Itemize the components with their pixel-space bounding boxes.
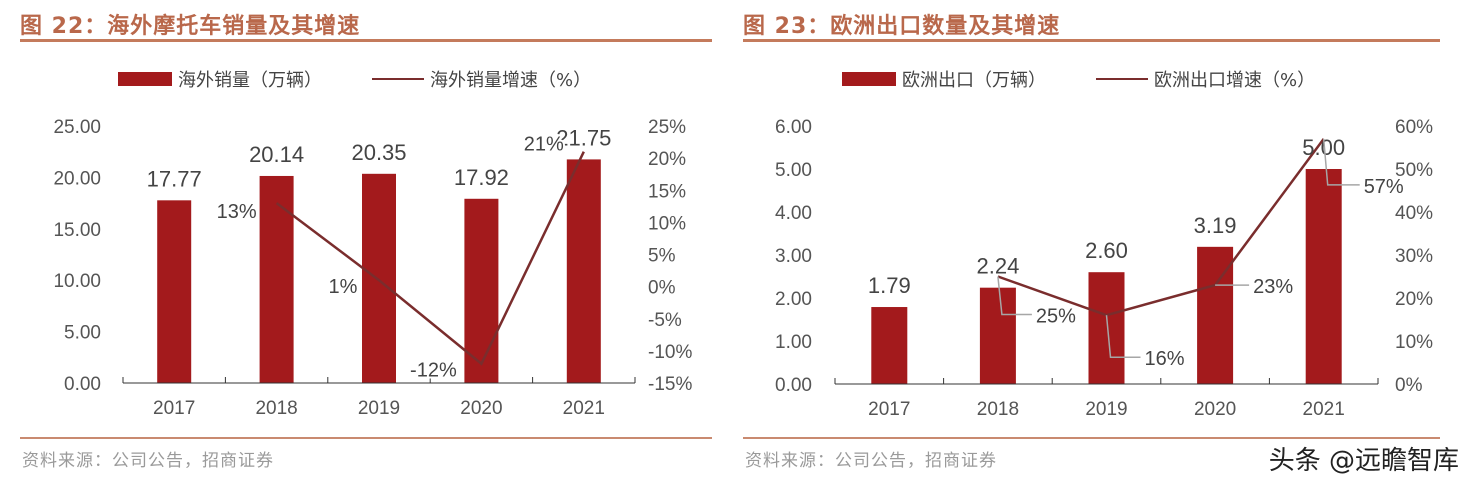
right-axis-tick: -10% xyxy=(648,342,692,363)
left-axis-tick: 15.00 xyxy=(53,220,101,241)
right-axis-tick: -15% xyxy=(648,374,692,395)
growth-line xyxy=(997,138,1325,317)
left-axis-tick: 0.00 xyxy=(775,375,812,396)
left-axis-tick: 4.00 xyxy=(775,203,812,224)
right-axis-tick: 50% xyxy=(1395,160,1433,181)
bar xyxy=(979,287,1016,384)
label-leader-line xyxy=(1105,315,1141,358)
right-axis-tick: 0% xyxy=(1395,375,1423,396)
left-axis-tick: 5.00 xyxy=(775,160,812,181)
bar-value-label: 2.60 xyxy=(1085,238,1128,263)
right-axis-tick: -5% xyxy=(648,310,682,331)
legend-line-swatch xyxy=(372,78,424,80)
right-axis-tick: 10% xyxy=(648,213,686,234)
right-axis-tick: 60% xyxy=(1395,117,1433,138)
x-axis-tick: 2018 xyxy=(977,399,1019,420)
chart2-source: 资料来源：公司公告，招商证券 xyxy=(745,451,997,471)
bar xyxy=(1088,272,1125,384)
growth-value-label: 13% xyxy=(217,201,257,223)
chart2-title-rule xyxy=(743,39,1440,42)
chart2-legend: 欧洲出口（万辆） 欧洲出口增速（%） xyxy=(842,66,1315,92)
label-leader-line xyxy=(1322,138,1360,186)
x-axis-tick: 2021 xyxy=(1303,399,1345,420)
right-axis-tick: 10% xyxy=(1395,332,1433,353)
x-axis-tick: 2021 xyxy=(563,398,605,419)
bar-value-label: 3.19 xyxy=(1194,213,1237,238)
bar-value-label: 21.75 xyxy=(556,125,611,150)
bar xyxy=(1305,169,1342,384)
bar xyxy=(871,307,908,384)
x-axis-tick: 2020 xyxy=(460,398,502,419)
right-axis-tick: 0% xyxy=(648,278,676,299)
left-axis-tick: 3.00 xyxy=(775,246,812,267)
right-axis-tick: 20% xyxy=(648,149,686,170)
growth-value-label: 16% xyxy=(1145,348,1185,370)
growth-value-label: 1% xyxy=(329,276,358,298)
bar-value-label: 17.77 xyxy=(147,166,202,191)
x-axis-tick: 2017 xyxy=(153,398,195,419)
right-axis-tick: 30% xyxy=(1395,246,1433,267)
chart1-title-rule xyxy=(20,39,712,42)
legend-bar-label: 欧洲出口（万辆） xyxy=(902,70,1046,91)
chart1-legend: 海外销量（万辆） 海外销量增速（%） xyxy=(118,66,591,92)
bar xyxy=(464,198,499,383)
chart2-source-rule xyxy=(743,437,1440,439)
bar-value-label: 20.35 xyxy=(351,140,406,165)
left-axis-tick: 6.00 xyxy=(775,117,812,138)
x-axis-tick: 2019 xyxy=(358,398,400,419)
right-axis-tick: 5% xyxy=(648,246,676,267)
legend-line-label: 欧洲出口增速（%） xyxy=(1154,70,1316,91)
chart1-source-rule xyxy=(20,437,712,439)
left-axis-tick: 2.00 xyxy=(775,289,812,310)
watermark: 头条 @远瞻智库 xyxy=(1268,446,1459,476)
bar-value-label: 1.79 xyxy=(868,273,911,298)
x-axis-tick: 2020 xyxy=(1194,399,1236,420)
left-axis-tick: 20.00 xyxy=(53,168,101,189)
legend-bar-swatch xyxy=(118,72,172,86)
label-leader-line xyxy=(997,276,1032,316)
x-axis-tick: 2018 xyxy=(255,398,297,419)
bar xyxy=(566,159,601,383)
right-axis-tick: 25% xyxy=(648,117,686,138)
growth-value-label: 57% xyxy=(1364,176,1404,198)
right-axis-tick: 40% xyxy=(1395,203,1433,224)
chart1-title: 图 22：海外摩托车销量及其增速 xyxy=(20,14,361,39)
bar xyxy=(259,175,294,383)
x-axis-tick: 2019 xyxy=(1085,399,1127,420)
left-axis-tick: 1.00 xyxy=(775,332,812,353)
bar-value-label: 20.14 xyxy=(249,142,304,167)
legend-line-swatch xyxy=(1096,78,1148,80)
bar xyxy=(157,200,192,383)
left-axis-tick: 5.00 xyxy=(64,323,101,344)
right-axis-tick: 20% xyxy=(1395,289,1433,310)
growth-value-label: 23% xyxy=(1253,276,1293,298)
growth-line xyxy=(275,151,585,366)
bar xyxy=(362,173,396,383)
right-axis-tick: 15% xyxy=(648,181,686,202)
bar-value-label: 17.92 xyxy=(454,165,509,190)
growth-value-label: 21% xyxy=(524,134,564,156)
legend-bar-label: 海外销量（万辆） xyxy=(178,70,322,91)
left-axis-tick: 10.00 xyxy=(53,271,101,292)
bar-value-label: 2.24 xyxy=(976,254,1019,279)
legend-line-label: 海外销量增速（%） xyxy=(430,70,592,91)
growth-value-label: 25% xyxy=(1036,306,1076,328)
left-axis-tick: 0.00 xyxy=(64,374,101,395)
x-axis-tick: 2017 xyxy=(868,399,910,420)
chart2-title: 图 23：欧洲出口数量及其增速 xyxy=(743,14,1061,39)
legend-bar-swatch xyxy=(842,72,896,86)
growth-value-label: -12% xyxy=(410,360,457,382)
left-axis-tick: 25.00 xyxy=(53,117,101,138)
chart1-source: 资料来源：公司公告，招商证券 xyxy=(22,451,274,471)
